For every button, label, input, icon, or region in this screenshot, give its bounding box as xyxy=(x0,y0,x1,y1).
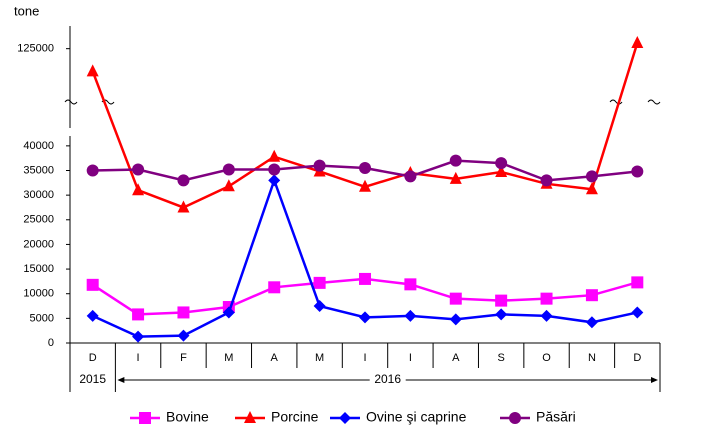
x-tick-label: A xyxy=(271,352,279,364)
marker xyxy=(540,309,553,322)
legend-marker xyxy=(244,411,256,423)
marker xyxy=(449,154,462,167)
x-tick-label: I xyxy=(409,352,412,364)
marker xyxy=(313,159,326,172)
marker xyxy=(495,157,508,170)
x-tick-label: O xyxy=(542,352,551,364)
marker xyxy=(86,164,99,177)
marker xyxy=(540,292,553,305)
legend-label: Porcine xyxy=(271,409,319,425)
x-tick-label: F xyxy=(180,352,187,364)
legend: Bovine Porcine Ovine şi caprine Păsări xyxy=(130,409,576,425)
legend-marker xyxy=(509,412,521,424)
y-tick-label: 10000 xyxy=(23,288,54,300)
marker xyxy=(268,149,281,162)
x-tick-label: D xyxy=(633,352,641,364)
y-tick-label: 15000 xyxy=(23,263,54,275)
marker xyxy=(222,306,235,319)
y-tick-label: 30000 xyxy=(23,189,54,201)
marker xyxy=(313,300,326,313)
y-tick-label: 25000 xyxy=(23,214,54,226)
marker xyxy=(631,276,644,289)
marker xyxy=(585,182,598,195)
break-mark xyxy=(64,99,78,105)
x-tick-label: A xyxy=(452,352,460,364)
marker xyxy=(177,306,190,319)
marker xyxy=(359,311,371,324)
marker xyxy=(268,174,281,187)
y-axis-label: tone xyxy=(14,3,39,18)
marker xyxy=(495,164,508,177)
arrow-head xyxy=(651,377,658,383)
marker xyxy=(631,306,644,319)
marker xyxy=(313,276,326,289)
marker xyxy=(132,308,145,321)
marker xyxy=(359,179,371,192)
marker xyxy=(404,309,417,322)
marker xyxy=(177,174,190,187)
y-tick-label: 35000 xyxy=(23,164,54,176)
marker xyxy=(268,281,281,294)
y-tick-label: 5000 xyxy=(30,312,54,324)
legend-label: Păsări xyxy=(536,409,576,425)
marker xyxy=(585,170,598,183)
x-tick-label: M xyxy=(224,352,233,364)
marker xyxy=(631,36,644,48)
y-tick-label: 0 xyxy=(48,337,54,349)
x-tick-label: D xyxy=(89,352,97,364)
y-tick-label: 20000 xyxy=(23,238,54,250)
marker xyxy=(177,200,190,213)
x-tick-label: I xyxy=(137,352,140,364)
marker xyxy=(86,278,99,291)
marker xyxy=(177,329,190,342)
axis-break xyxy=(64,99,661,105)
marker xyxy=(404,278,417,291)
marker xyxy=(404,170,417,183)
marker xyxy=(222,163,235,176)
marker xyxy=(449,313,462,326)
marker xyxy=(495,294,508,307)
arrow-head xyxy=(117,377,125,383)
marker xyxy=(132,330,145,343)
y-tick-label: 40000 xyxy=(23,140,54,152)
year-label: 2016 xyxy=(374,372,401,386)
marker xyxy=(222,179,235,192)
marker xyxy=(359,272,371,285)
legend-marker xyxy=(339,412,351,424)
marker xyxy=(585,289,598,302)
marker xyxy=(132,163,145,176)
y-tick-label: 125000 xyxy=(17,43,54,55)
marker xyxy=(585,316,598,329)
marker xyxy=(449,292,462,305)
marker xyxy=(631,165,644,178)
marker xyxy=(86,64,99,77)
marker xyxy=(86,309,99,322)
break-mark xyxy=(647,99,661,105)
legend-marker xyxy=(139,412,151,424)
marker xyxy=(132,183,145,196)
year-label: 2015 xyxy=(79,372,106,386)
x-tick-label: M xyxy=(315,352,324,364)
x-tick-label: S xyxy=(497,352,504,364)
x-tick-label: N xyxy=(588,352,596,364)
legend-label: Bovine xyxy=(166,409,209,425)
marker xyxy=(359,162,371,175)
marker xyxy=(449,171,462,184)
marker xyxy=(495,308,508,321)
marker xyxy=(268,163,281,176)
break-mark xyxy=(609,99,623,105)
legend-label: Ovine şi caprine xyxy=(366,409,467,425)
x-tick-label: I xyxy=(363,352,366,364)
marker xyxy=(540,174,553,187)
